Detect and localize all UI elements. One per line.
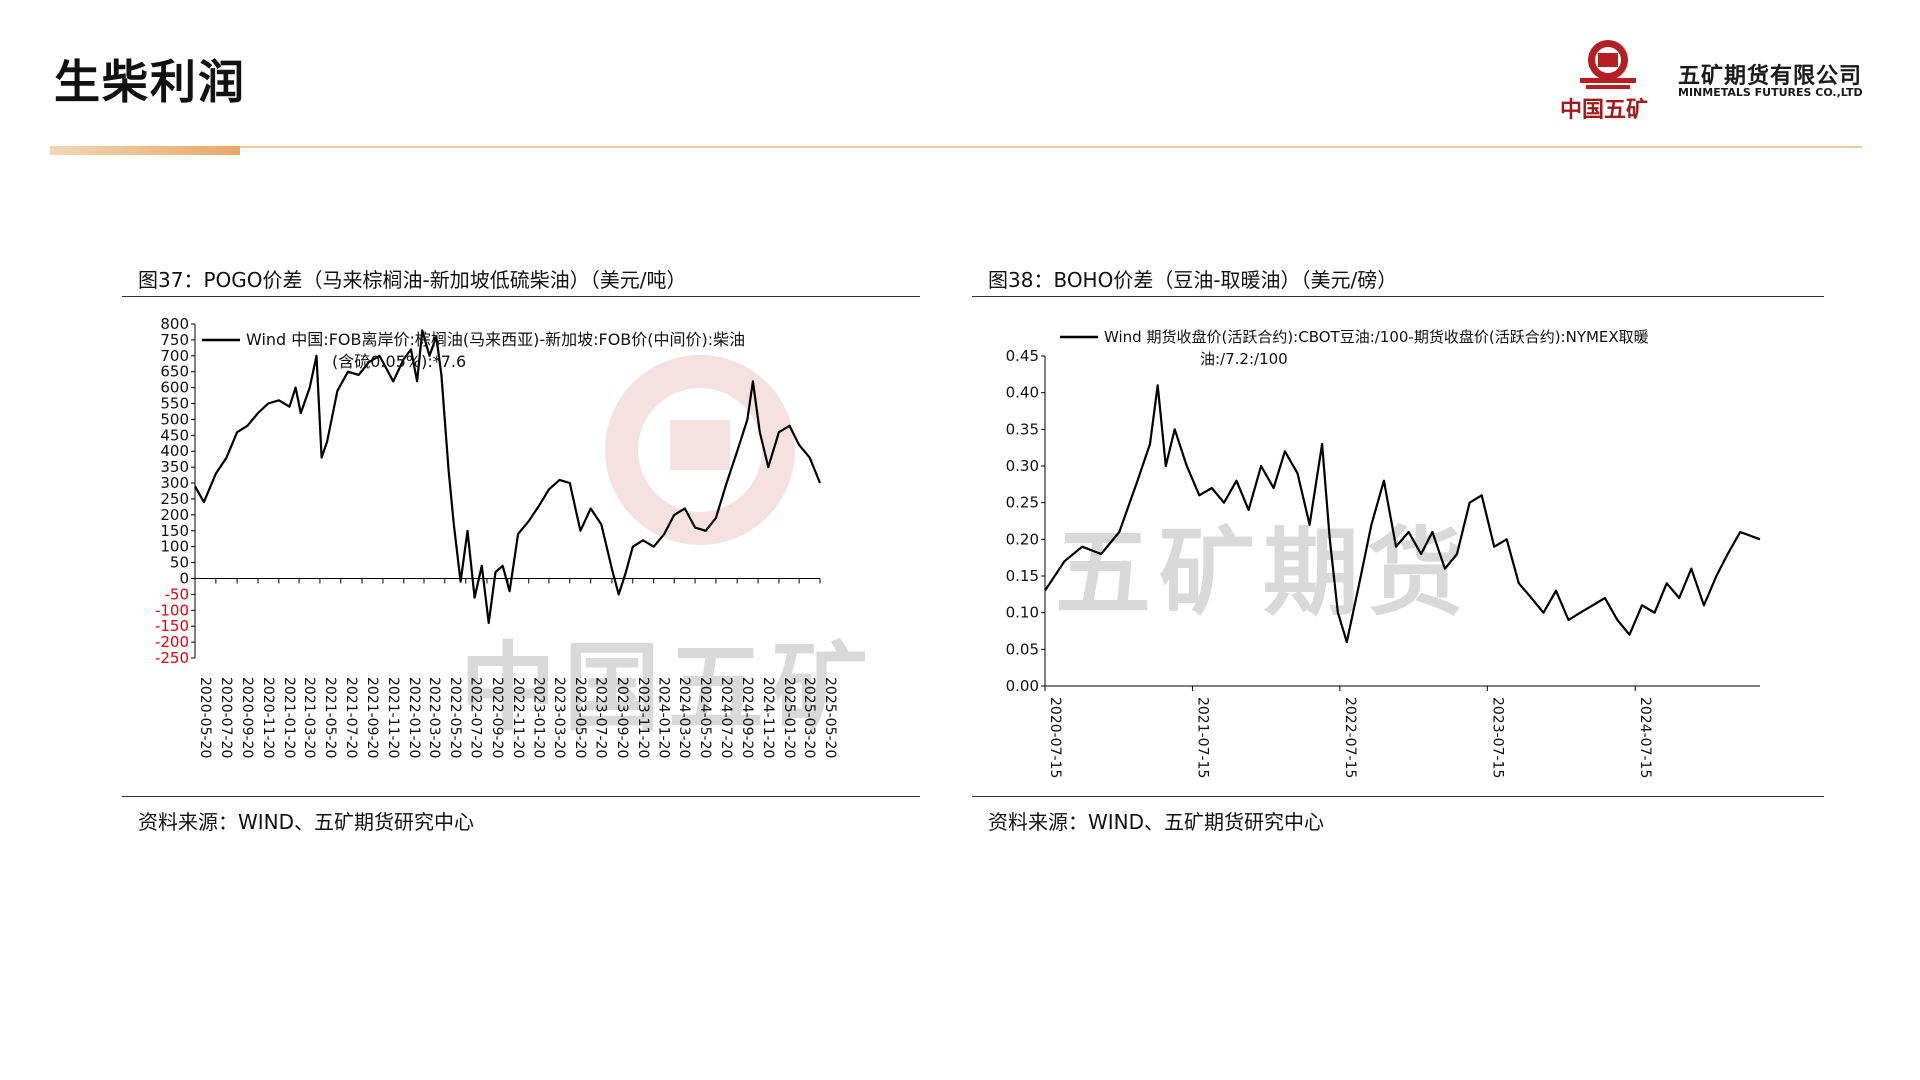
x-tick-label: 2020-09-20: [239, 677, 255, 758]
pogo-chart: 8007507006506005505004504003503002502001…: [155, 315, 838, 758]
y-tick-label: 350: [160, 458, 189, 476]
y-tick-label: 500: [160, 410, 189, 428]
figure-title-pogo: 图37：POGO价差（马来棕榈油-新加坡低硫柴油）（美元/吨）: [138, 268, 687, 292]
y-tick-label: 0.10: [1006, 604, 1039, 622]
y-tick-label: -200: [155, 633, 189, 651]
x-tick-label: 2021-07-15: [1194, 697, 1210, 778]
y-tick-label: 400: [160, 442, 189, 460]
x-tick-label: 2023-07-20: [593, 677, 609, 758]
watermark-text-left: 中国五矿: [460, 632, 876, 744]
y-tick-label: 800: [160, 315, 189, 333]
y-tick-label: 0.35: [1006, 420, 1039, 438]
y-tick-label: 0.00: [1006, 677, 1039, 695]
x-tick-label: 2023-09-20: [614, 677, 630, 758]
logo-company-en: MINMETALS FUTURES CO.,LTD: [1678, 86, 1863, 99]
legend-text: Wind 期货收盘价(活跃合约):CBOT豆油:/100-期货收盘价(活跃合约)…: [1104, 328, 1649, 346]
y-tick-label: 0.05: [1006, 640, 1039, 658]
x-tick-label: 2021-01-20: [281, 677, 297, 758]
y-tick-label: 600: [160, 379, 189, 397]
x-tick-label: 2024-01-20: [656, 677, 672, 758]
header-accent-bar: [50, 146, 240, 155]
x-tick-label: 2020-05-20: [197, 677, 213, 758]
legend-text: (含硫0.05%):*7.6: [332, 352, 466, 371]
minmetals-seal-icon: [1580, 40, 1636, 89]
x-tick-label: 2020-11-20: [260, 677, 276, 758]
x-tick-label: 2024-11-20: [760, 677, 776, 758]
y-tick-label: -50: [165, 585, 190, 603]
y-tick-label: 0.30: [1006, 457, 1039, 475]
figure-title-boho: 图38：BOHO价差（豆油-取暖油）（美元/磅）: [988, 268, 1398, 292]
x-tick-label: 2022-09-20: [489, 677, 505, 758]
x-tick-label: 2025-05-20: [822, 677, 838, 758]
y-tick-label: 750: [160, 331, 189, 349]
x-tick-label: 2021-11-20: [385, 677, 401, 758]
x-tick-label: 2024-09-20: [739, 677, 755, 758]
y-tick-label: 50: [170, 554, 189, 572]
x-tick-label: 2020-07-20: [218, 677, 234, 758]
boho-chart: 0.45 0.40 0.35 0.30 0.25 0.20 0.15 0.10 0.05 0.00…: [1006, 328, 1761, 778]
x-tick-label: 2022-11-20: [510, 677, 526, 758]
y-tick-label: -100: [155, 601, 189, 619]
company-logo: 中国五矿 五矿期货有限公司 MINMETALS FUTURES CO.,LTD: [1560, 36, 1890, 126]
y-tick-label: 0.25: [1006, 494, 1039, 512]
x-tick-label: 2025-01-20: [781, 677, 797, 758]
y-tick-label: 650: [160, 363, 189, 381]
x-tick-label: 2021-03-20: [301, 677, 317, 758]
boho-bottom-rule: [972, 796, 1824, 797]
x-tick-label: 2023-11-20: [635, 677, 651, 758]
boho-top-rule: [972, 296, 1824, 297]
y-tick-label: 0: [179, 569, 189, 587]
y-tick-label: 300: [160, 474, 189, 492]
y-tick-label: 100: [160, 538, 189, 556]
legend-text: Wind 中国:FOB离岸价:棕榈油(马来西亚)-新加坡:FOB价(中间价):柴…: [246, 330, 745, 349]
pogo-source: 资料来源：WIND、五矿期货研究中心: [138, 810, 475, 834]
x-tick-label: 2022-07-20: [468, 677, 484, 758]
x-tick-label: 2022-07-15: [1342, 697, 1358, 778]
y-tick-label: 0.45: [1006, 347, 1039, 365]
boho-source: 资料来源：WIND、五矿期货研究中心: [988, 810, 1325, 834]
legend-text: 油:/7.2:/100: [1200, 350, 1288, 368]
x-tick-label: 2023-03-20: [551, 677, 567, 758]
logo-cn-short: 中国五矿: [1560, 98, 1649, 123]
y-tick-label: 550: [160, 395, 189, 413]
pogo-top-rule: [122, 296, 920, 297]
y-tick-label: -150: [155, 617, 189, 635]
watermark-seal-icon: [605, 355, 795, 545]
x-tick-label: 2023-01-20: [531, 677, 547, 758]
x-tick-label: 2023-07-15: [1489, 697, 1505, 778]
header-divider: [50, 146, 1862, 148]
slide-title: 生柴利润: [54, 55, 246, 109]
x-tick-label: 2023-05-20: [572, 677, 588, 758]
x-tick-label: 2021-09-20: [364, 677, 380, 758]
x-tick-label: 2022-03-20: [426, 677, 442, 758]
x-tick-label: 2020-07-15: [1047, 697, 1063, 778]
logo-company-cn: 五矿期货有限公司: [1678, 64, 1863, 89]
x-tick-label: 2024-07-15: [1637, 697, 1653, 778]
y-tick-label: 0.20: [1006, 530, 1039, 548]
x-tick-label: 2025-03-20: [801, 677, 817, 758]
series-line: [194, 329, 822, 625]
y-tick-label: -250: [155, 649, 189, 667]
x-tick-label: 2022-01-20: [406, 677, 422, 758]
series-line: [1044, 384, 1761, 644]
x-tick-label: 2021-05-20: [322, 677, 338, 758]
y-tick-label: 250: [160, 490, 189, 508]
y-tick-label: 700: [160, 347, 189, 365]
x-tick-label: 2024-03-20: [676, 677, 692, 758]
x-tick-label: 2022-05-20: [447, 677, 463, 758]
x-tick-label: 2024-07-20: [718, 677, 734, 758]
y-tick-label: 150: [160, 522, 189, 540]
pogo-bottom-rule: [122, 796, 920, 797]
y-tick-label: 200: [160, 506, 189, 524]
x-tick-label: 2021-07-20: [343, 677, 359, 758]
x-tick-label: 2024-05-20: [697, 677, 713, 758]
y-tick-label: 450: [160, 426, 189, 444]
y-tick-label: 0.40: [1006, 384, 1039, 402]
y-tick-label: 0.15: [1006, 567, 1039, 585]
